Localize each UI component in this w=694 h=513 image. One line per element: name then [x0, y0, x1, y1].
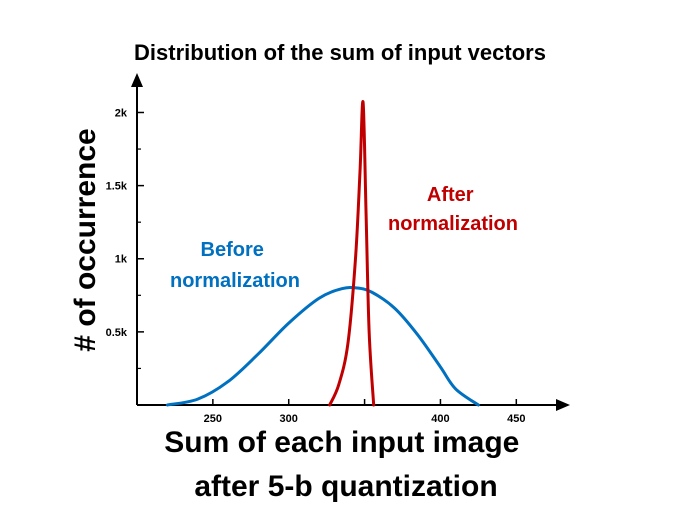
series-layer	[165, 100, 480, 407]
y-axis-arrow	[131, 73, 143, 87]
x-tick-label-400: 400	[431, 413, 449, 425]
x-axis-label-line-2: after 5-b quantization	[194, 470, 497, 503]
x-tick-label-300: 300	[280, 413, 298, 425]
after-normalization-label: After normalization	[388, 184, 518, 235]
y-axis-label: # of occurrence	[69, 128, 102, 351]
y-tick-label-1500: 1.5k	[106, 181, 128, 193]
x-axis-label-line-1: Sum of each input image	[164, 426, 519, 459]
axes	[131, 73, 570, 411]
y-ticks: 0.5k 1k 1.5k 2k	[106, 107, 144, 370]
x-axis-label: Sum of each input image after 5-b quanti…	[164, 426, 527, 503]
before-label-line-1: Before	[201, 239, 264, 261]
x-tick-label-450: 450	[507, 413, 525, 425]
x-tick-label-250: 250	[204, 413, 222, 425]
y-tick-label-500: 0.5k	[106, 327, 128, 339]
after-label-line-2: normalization	[388, 213, 518, 235]
x-ticks: 250 300 400 450	[204, 399, 525, 425]
series-line-0	[165, 285, 480, 407]
y-tick-label-1000: 1k	[115, 254, 128, 266]
series-line-1	[328, 100, 376, 407]
before-label-line-2: normalization	[170, 270, 300, 292]
after-label-line-1: After	[427, 184, 474, 206]
before-normalization-label: Before normalization	[170, 239, 300, 292]
x-axis-arrow	[556, 399, 570, 411]
chart-title: Distribution of the sum of input vectors	[134, 40, 546, 65]
y-tick-label-2000: 2k	[115, 107, 128, 119]
